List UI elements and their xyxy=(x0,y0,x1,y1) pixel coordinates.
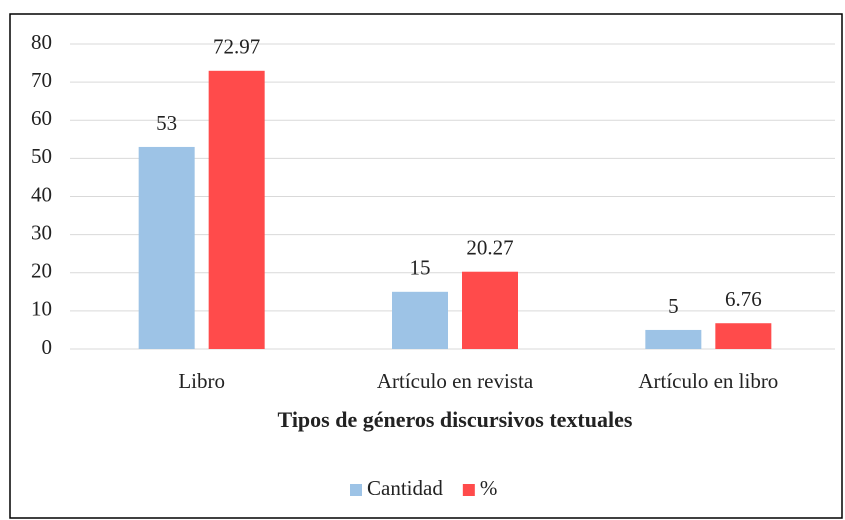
y-tick-label: 70 xyxy=(31,68,52,92)
data-label: 15 xyxy=(410,256,431,280)
bar xyxy=(715,323,772,349)
bar xyxy=(462,271,518,349)
x-tick-label: Artículo en libro xyxy=(638,369,778,393)
data-label: 53 xyxy=(156,111,177,135)
bar xyxy=(138,146,195,349)
data-label: 72.97 xyxy=(213,35,260,59)
y-tick-label: 30 xyxy=(31,220,52,244)
legend-label: Cantidad xyxy=(367,476,443,500)
x-tick-label: Libro xyxy=(178,369,225,393)
y-tick-label: 10 xyxy=(31,297,52,321)
x-tick-label: Artículo en revista xyxy=(377,369,534,393)
y-tick-label: 0 xyxy=(42,335,53,359)
data-label: 6.76 xyxy=(725,287,762,311)
legend-swatch xyxy=(350,484,362,496)
y-tick-label: 50 xyxy=(31,144,52,168)
y-tick-label: 80 xyxy=(31,30,52,54)
legend-label: % xyxy=(480,476,498,500)
legend-swatch xyxy=(462,484,475,496)
bar xyxy=(208,70,265,349)
bar xyxy=(645,329,702,349)
x-axis-label: Tipos de géneros discursivos textuales xyxy=(278,407,633,432)
bar xyxy=(392,291,448,349)
y-tick-label: 40 xyxy=(31,182,52,206)
data-label: 5 xyxy=(668,294,679,318)
y-tick-label: 20 xyxy=(31,259,52,283)
y-tick-label: 60 xyxy=(31,106,52,130)
data-label: 20.27 xyxy=(466,236,513,260)
